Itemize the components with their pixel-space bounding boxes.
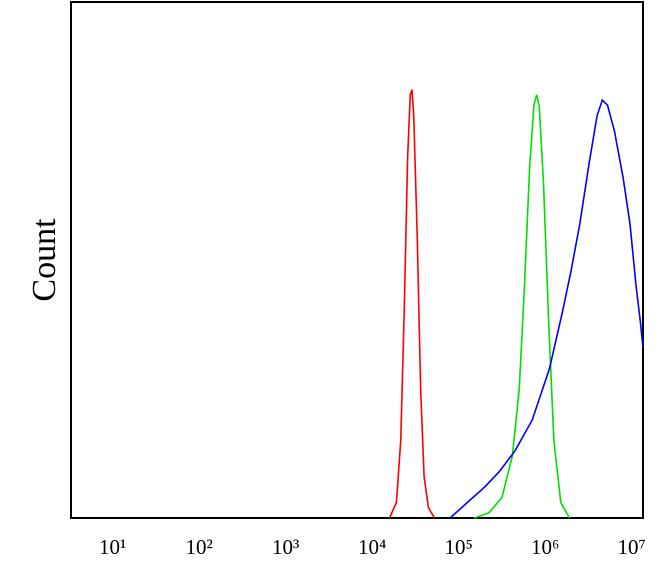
x-tick-label: 10² — [186, 535, 213, 559]
x-tick-label: 10⁶ — [531, 535, 559, 559]
y-axis-label: Count — [26, 218, 63, 302]
x-tick-label: 10⁴ — [358, 535, 386, 559]
x-tick-label: 10¹ — [99, 535, 126, 559]
histogram-line — [388, 89, 436, 519]
x-tick-label: 10³ — [272, 535, 299, 559]
histogram-line — [474, 94, 571, 519]
x-tick-label: 10⁵ — [445, 535, 473, 559]
x-tick-label: 10⁷ — [618, 535, 646, 559]
histogram-line — [449, 98, 644, 519]
plot-frame — [70, 1, 644, 519]
